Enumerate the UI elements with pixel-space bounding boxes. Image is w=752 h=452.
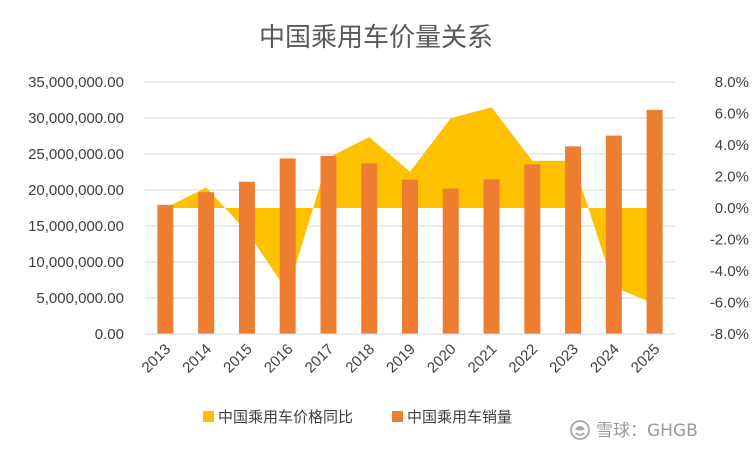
right-tick-label: 0.0% xyxy=(715,200,749,217)
right-tick-label: -4.0% xyxy=(710,263,749,280)
right-tick-label: 6.0% xyxy=(715,106,749,123)
sales-bar-2018 xyxy=(361,163,378,334)
x-tick-label: 2024 xyxy=(587,341,623,377)
snowball-logo-icon xyxy=(570,420,590,440)
x-tick-label: 2015 xyxy=(220,341,256,377)
sales-bar-2022 xyxy=(524,164,541,334)
watermark-text: 雪球：GHGB xyxy=(596,421,698,441)
x-tick-label: 2019 xyxy=(383,341,419,377)
sales-bar-2014 xyxy=(198,192,215,334)
left-tick-label: 25,000,000.00 xyxy=(28,146,124,163)
chart-title: 中国乘用车价量关系 xyxy=(259,23,493,53)
left-tick-label: 20,000,000.00 xyxy=(28,182,124,199)
sales-bar-2015 xyxy=(238,181,255,334)
left-tick-label: 35,000,000.00 xyxy=(28,74,124,91)
left-tick-label: 0.00 xyxy=(95,326,124,343)
sales-bar-2017 xyxy=(320,156,337,334)
left-tick-label: 15,000,000.00 xyxy=(28,218,124,235)
x-tick-label: 2016 xyxy=(261,341,297,377)
legend: 中国乘用车价格同比 中国乘用车销量 xyxy=(203,408,512,426)
legend-label-sales: 中国乘用车销量 xyxy=(407,408,512,426)
x-tick-label: 2017 xyxy=(302,341,338,377)
right-tick-label: -8.0% xyxy=(710,326,749,343)
right-tick-label: 8.0% xyxy=(715,74,749,91)
sales-bar-2016 xyxy=(279,158,296,334)
x-tick-label: 2021 xyxy=(465,341,501,377)
right-tick-label: -2.0% xyxy=(710,232,749,249)
left-tick-label: 30,000,000.00 xyxy=(28,110,124,127)
left-tick-label: 10,000,000.00 xyxy=(28,254,124,271)
sales-bar-2024 xyxy=(605,135,622,334)
legend-label-price: 中国乘用车价格同比 xyxy=(218,408,353,426)
x-tick-label: 2020 xyxy=(424,341,460,377)
left-tick-label: 5,000,000.00 xyxy=(36,290,124,307)
sales-bar-2013 xyxy=(157,204,174,334)
x-tick-label: 2025 xyxy=(628,341,664,377)
sales-bar-2023 xyxy=(565,146,582,334)
sales-bars xyxy=(157,109,663,334)
right-tick-label: 2.0% xyxy=(715,169,749,186)
legend-swatch-price xyxy=(203,411,214,422)
right-axis: -8.0% -6.0% -4.0% -2.0% 0.0% 2.0% 4.0% 6.0% 8.0% xyxy=(710,74,749,343)
right-tick-label: 4.0% xyxy=(715,137,749,154)
x-axis: 2013 2014 2015 2016 2017 2018 2019 2020 2021 2022… xyxy=(139,341,664,377)
x-tick-label: 2013 xyxy=(139,341,175,377)
left-axis: 0.00 5,000,000.00 10,000,000.00 15,000,000.… xyxy=(28,74,124,343)
sales-bar-2020 xyxy=(442,188,459,334)
sales-bar-2021 xyxy=(483,179,500,334)
sales-bar-2019 xyxy=(402,179,418,334)
watermark: 雪球：GHGB xyxy=(570,420,698,441)
x-tick-label: 2014 xyxy=(179,341,215,377)
x-tick-label: 2018 xyxy=(342,341,378,377)
x-tick-label: 2022 xyxy=(506,341,542,377)
legend-swatch-sales xyxy=(392,411,403,422)
right-tick-label: -6.0% xyxy=(710,295,749,312)
x-tick-label: 2023 xyxy=(546,341,582,377)
sales-bar-2025 xyxy=(646,109,663,334)
